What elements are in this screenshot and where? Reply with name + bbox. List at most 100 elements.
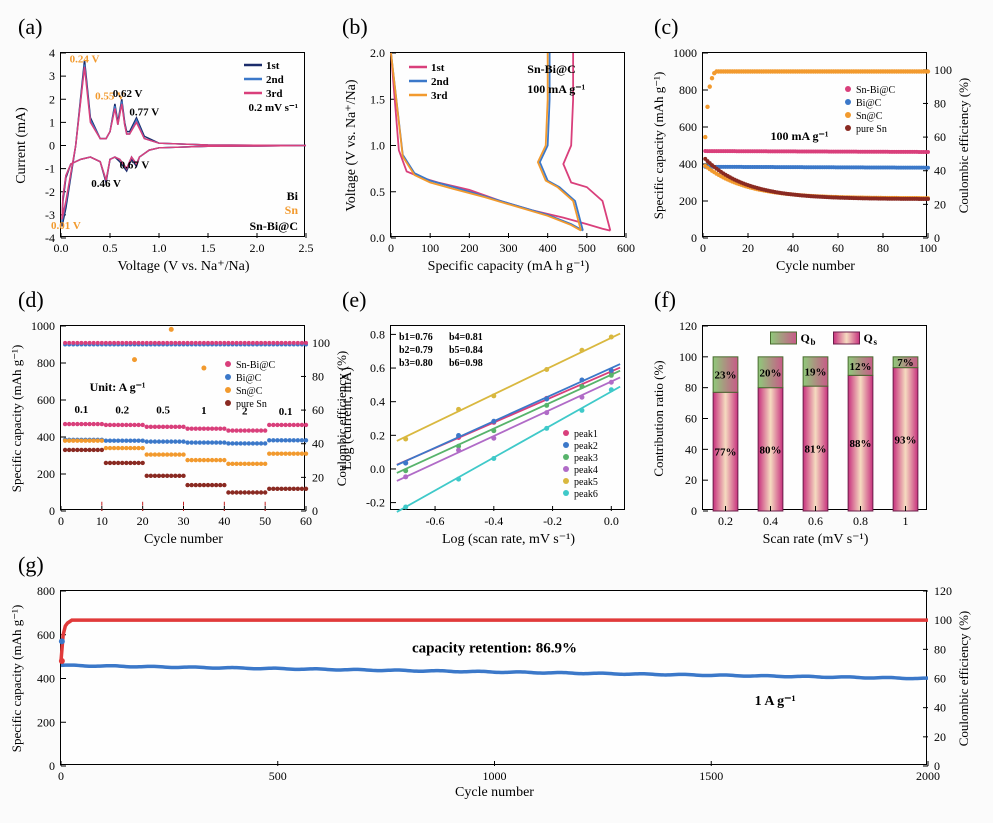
svg-text:-2: -2 (45, 185, 55, 199)
plot-g: 0500100015002000020040060080002040608010… (60, 590, 927, 765)
svg-text:200: 200 (679, 194, 697, 208)
plot-a: 0.00.51.01.52.02.5-4-3-2-101234Voltage (… (60, 52, 305, 237)
svg-text:0.5: 0.5 (103, 241, 118, 255)
svg-text:0: 0 (58, 514, 64, 528)
svg-text:Cycle number: Cycle number (144, 532, 223, 547)
plot-c: 0204060801000200400600800100002040608010… (702, 52, 927, 237)
svg-text:0.2: 0.2 (718, 514, 733, 528)
svg-text:0: 0 (700, 241, 706, 255)
svg-text:0.8: 0.8 (370, 327, 385, 341)
svg-text:Coulombic efficiency (%): Coulombic efficiency (%) (956, 611, 971, 747)
svg-text:1.0: 1.0 (152, 241, 167, 255)
svg-text:Sn-Bi@C: Sn-Bi@C (236, 360, 276, 371)
svg-text:Log (current, mA): Log (current, mA) (340, 367, 355, 470)
svg-text:20: 20 (685, 473, 697, 487)
svg-text:Bi@C: Bi@C (236, 373, 262, 384)
svg-text:600: 600 (37, 393, 55, 407)
svg-text:40: 40 (934, 164, 946, 178)
svg-text:s: s (874, 337, 878, 347)
svg-text:0.1: 0.1 (279, 406, 293, 418)
svg-text:Sn@C: Sn@C (856, 111, 883, 122)
panel-label-g: (g) (18, 552, 44, 578)
svg-text:0.4: 0.4 (370, 395, 385, 409)
svg-text:b5=0.84: b5=0.84 (449, 345, 483, 356)
svg-text:1000: 1000 (483, 769, 507, 783)
svg-text:100: 100 (312, 336, 330, 350)
svg-text:500: 500 (578, 241, 596, 255)
svg-text:12%: 12% (850, 361, 872, 373)
svg-text:peak1: peak1 (574, 429, 598, 440)
svg-text:Sn@C: Sn@C (236, 386, 263, 397)
svg-text:100 mA g⁻¹: 100 mA g⁻¹ (527, 82, 585, 96)
svg-text:800: 800 (679, 83, 697, 97)
svg-text:400: 400 (679, 157, 697, 171)
svg-text:0: 0 (49, 139, 55, 153)
svg-text:pure Sn: pure Sn (236, 399, 267, 410)
svg-text:300: 300 (500, 241, 518, 255)
svg-text:80: 80 (934, 642, 946, 656)
svg-text:0: 0 (691, 504, 697, 518)
svg-text:Log (scan rate, mV s⁻¹): Log (scan rate, mV s⁻¹) (442, 532, 575, 547)
svg-text:81%: 81% (805, 444, 827, 456)
svg-text:120: 120 (934, 584, 952, 598)
panel-label-c: (c) (654, 14, 678, 40)
svg-text:Cycle number: Cycle number (776, 259, 855, 274)
svg-text:100: 100 (679, 350, 697, 364)
svg-text:0.2: 0.2 (370, 428, 385, 442)
svg-text:40: 40 (685, 442, 697, 456)
svg-text:400: 400 (37, 672, 55, 686)
svg-text:40: 40 (787, 241, 799, 255)
svg-text:60: 60 (832, 241, 844, 255)
svg-text:Specific capacity (mA h g⁻¹): Specific capacity (mA h g⁻¹) (428, 259, 590, 274)
svg-text:1: 1 (201, 405, 207, 417)
panel-label-f: (f) (654, 287, 676, 313)
svg-text:Q: Q (864, 331, 873, 345)
svg-text:3rd: 3rd (266, 88, 283, 100)
svg-text:200: 200 (37, 467, 55, 481)
svg-text:10: 10 (96, 514, 108, 528)
svg-text:80: 80 (312, 369, 324, 383)
svg-text:20: 20 (934, 197, 946, 211)
svg-text:20: 20 (742, 241, 754, 255)
svg-text:600: 600 (617, 241, 635, 255)
svg-text:3: 3 (49, 69, 55, 83)
svg-text:0.4: 0.4 (763, 514, 778, 528)
svg-text:100: 100 (421, 241, 439, 255)
figure-root: (a)0.00.51.01.52.02.5-4-3-2-101234Voltag… (0, 0, 993, 823)
svg-text:-0.2: -0.2 (543, 514, 562, 528)
svg-text:0: 0 (934, 231, 940, 245)
svg-text:1500: 1500 (699, 769, 723, 783)
svg-text:-0.6: -0.6 (426, 514, 445, 528)
svg-text:20%: 20% (760, 367, 782, 379)
svg-text:1.0: 1.0 (370, 139, 385, 153)
svg-text:100 mA g⁻¹: 100 mA g⁻¹ (771, 129, 829, 143)
plot-f: 020406080100120Scan rate (mV s⁻¹)Contrib… (702, 325, 927, 510)
svg-text:2.5: 2.5 (299, 241, 314, 255)
svg-text:200: 200 (460, 241, 478, 255)
ylabel-a: Current (mA) (14, 107, 29, 184)
svg-text:Voltage (V vs. Na⁺/Na): Voltage (V vs. Na⁺/Na) (344, 79, 359, 211)
svg-text:Specific capacity (mAh g⁻¹): Specific capacity (mAh g⁻¹) (9, 345, 24, 493)
svg-text:Scan rate (mV s⁻¹): Scan rate (mV s⁻¹) (763, 532, 869, 547)
svg-text:20: 20 (137, 514, 149, 528)
xlabel-a: Voltage (V vs. Na⁺/Na) (117, 259, 249, 274)
svg-text:60: 60 (934, 672, 946, 686)
svg-text:peak6: peak6 (574, 489, 598, 500)
svg-text:peak3: peak3 (574, 453, 598, 464)
svg-text:-1: -1 (45, 162, 55, 176)
svg-text:60: 60 (685, 412, 697, 426)
svg-text:Bi@C: Bi@C (856, 98, 882, 109)
svg-text:23%: 23% (715, 370, 737, 382)
svg-text:Sn-Bi@C: Sn-Bi@C (527, 62, 576, 76)
svg-text:Sn: Sn (285, 203, 299, 217)
svg-text:0.24 V: 0.24 V (70, 53, 100, 65)
svg-text:1st: 1st (266, 60, 280, 72)
svg-text:1: 1 (49, 115, 55, 129)
svg-text:40: 40 (934, 701, 946, 715)
svg-text:b: b (811, 337, 816, 347)
svg-text:0.0: 0.0 (604, 514, 619, 528)
svg-text:77%: 77% (715, 447, 737, 459)
svg-text:b2=0.79: b2=0.79 (399, 345, 433, 356)
svg-text:1000: 1000 (31, 319, 55, 333)
svg-text:0: 0 (49, 504, 55, 518)
